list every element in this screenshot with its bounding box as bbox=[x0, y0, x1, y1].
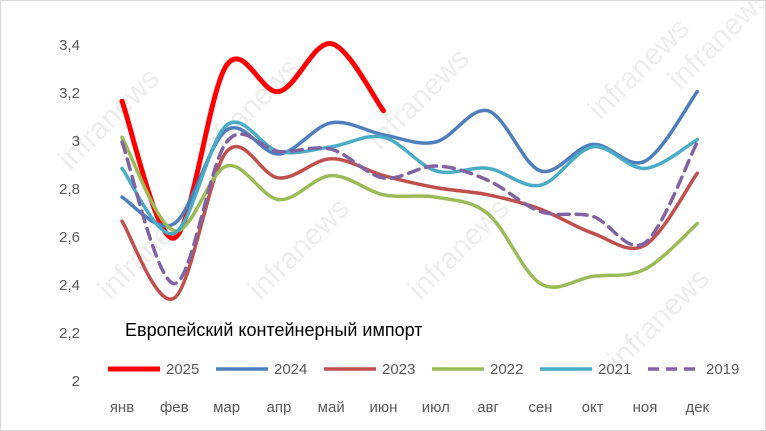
legend-label: 2023 bbox=[382, 361, 415, 378]
x-tick-label: май bbox=[318, 399, 345, 416]
x-tick-label: фев bbox=[160, 399, 189, 416]
x-tick-label: авг bbox=[477, 399, 499, 416]
legend-label: 2024 bbox=[274, 361, 307, 378]
x-tick-label: мар bbox=[213, 399, 240, 416]
x-tick-label: дек bbox=[685, 399, 709, 416]
x-tick-label: июн bbox=[370, 399, 398, 416]
y-tick-label: 2 bbox=[72, 373, 80, 390]
legend-label: 2019 bbox=[706, 361, 739, 378]
x-tick-label: апр bbox=[266, 399, 291, 416]
x-tick-label: окт bbox=[582, 399, 604, 416]
y-tick-label: 2,6 bbox=[59, 229, 80, 246]
y-tick-label: 3,2 bbox=[59, 85, 80, 102]
series-line bbox=[120, 132, 700, 286]
annotation: Европейский контейнерный импорт bbox=[125, 320, 422, 340]
y-tick-label: 2,8 bbox=[59, 181, 80, 198]
y-tick-label: 3,4 bbox=[59, 37, 80, 54]
x-tick-label: сен bbox=[528, 399, 552, 416]
series-line bbox=[119, 41, 386, 241]
series-line bbox=[120, 120, 700, 236]
y-tick-label: 2,2 bbox=[59, 325, 80, 342]
series-line bbox=[120, 135, 700, 289]
y-tick-label: 2,4 bbox=[59, 277, 80, 294]
y-tick-label: 3 bbox=[72, 133, 80, 150]
legend-label: 2022 bbox=[490, 361, 523, 378]
legend-label: 2025 bbox=[166, 361, 199, 378]
x-tick-label: ноя bbox=[633, 399, 658, 416]
x-tick-label: июл bbox=[422, 399, 450, 416]
x-tick-label: янв bbox=[110, 399, 134, 416]
legend-label: 2021 bbox=[598, 361, 631, 378]
series-line bbox=[120, 144, 700, 301]
